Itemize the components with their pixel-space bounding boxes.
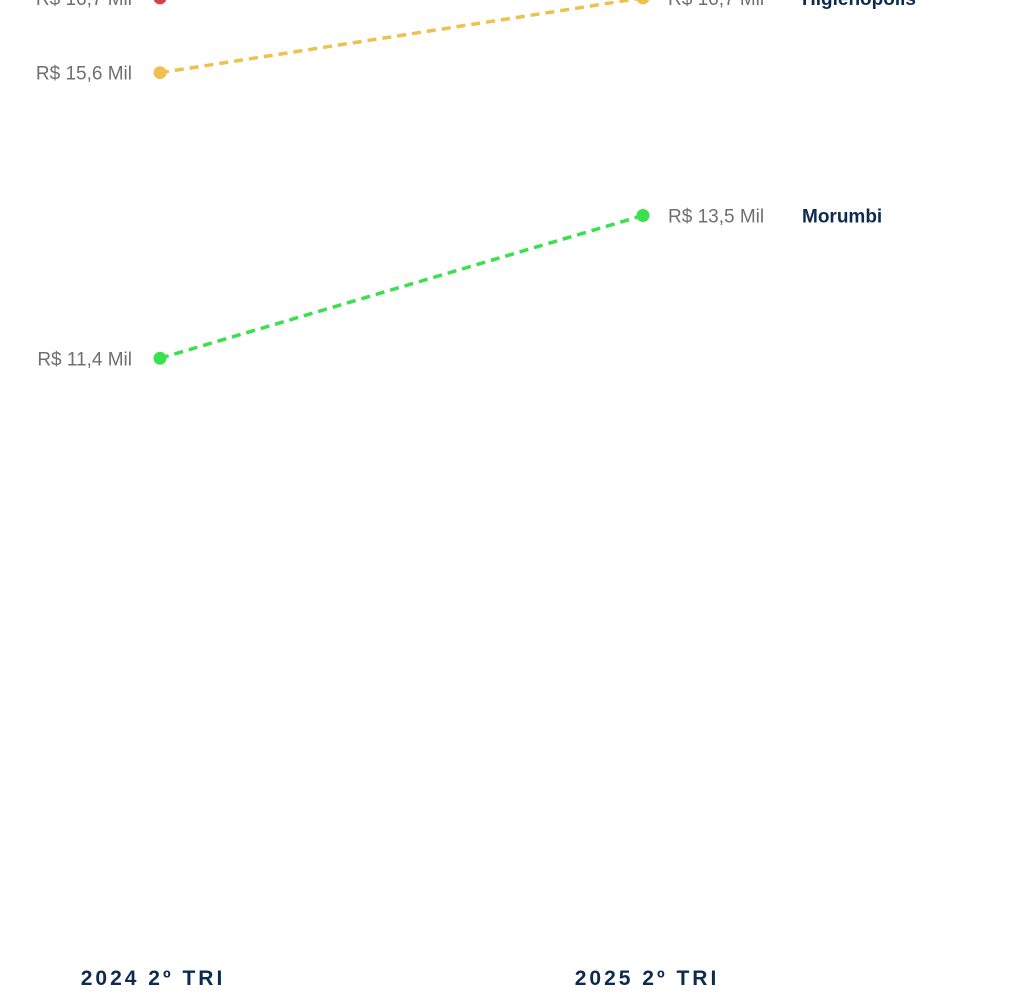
point-2024-vila-mariana	[153, 0, 167, 5]
point-2025-higienopolis	[636, 0, 650, 5]
value-label-2024-morumbi: R$ 11,4 Mil	[37, 349, 132, 370]
point-2025-morumbi	[636, 209, 650, 222]
series-line-morumbi	[159, 213, 644, 360]
point-2024-higienopolis	[153, 66, 167, 80]
series-lines	[159, 0, 644, 360]
series-name-labels: Vila MarianaBrooklinCampo BeloHigienópol…	[802, 0, 916, 228]
value-label-2024-higienopolis: R$ 15,6 Mil	[36, 64, 132, 85]
period-label-right: 2025 2º TRI	[575, 967, 720, 990]
period-label-left: 2024 2º TRI	[81, 967, 226, 990]
series-line-higienopolis	[159, 0, 641, 75]
value-label-2025-higienopolis: R$ 16,7 Mil	[668, 0, 764, 10]
point-2024-morumbi	[153, 351, 167, 365]
value-label-2025-morumbi: R$ 13,5 Mil	[668, 207, 764, 228]
series-name-higienopolis: Higienópolis	[802, 0, 916, 10]
series-points	[153, 0, 650, 365]
value-label-2024-vila-mariana: R$ 16,7 Mil	[36, 0, 132, 10]
series-name-morumbi: Morumbi	[802, 207, 882, 228]
